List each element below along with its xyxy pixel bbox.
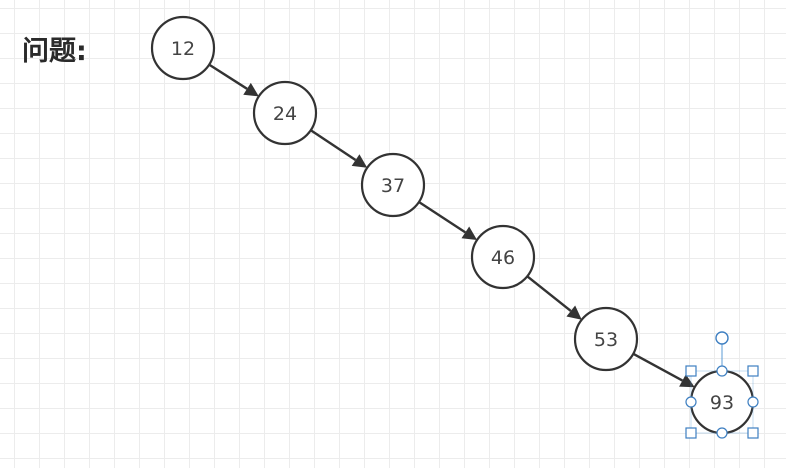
edge-line xyxy=(208,63,248,90)
node-12[interactable]: 12 xyxy=(150,15,216,81)
selection-handles[interactable] xyxy=(685,331,759,439)
resize-handle-corner[interactable] xyxy=(747,365,759,377)
page-title: 问题: xyxy=(22,36,87,67)
node-93[interactable]: 93 xyxy=(689,369,755,435)
node-circle xyxy=(252,80,318,146)
node-24[interactable]: 24 xyxy=(252,80,318,146)
edge-12-24[interactable] xyxy=(208,63,259,97)
edge-24-37[interactable] xyxy=(310,129,368,168)
node-53[interactable]: 53 xyxy=(573,306,639,372)
edge-line xyxy=(526,275,572,312)
arrow-head-icon xyxy=(566,305,582,320)
node-label: 24 xyxy=(273,103,297,125)
arrow-head-icon xyxy=(351,154,368,168)
edge-line xyxy=(418,200,467,234)
node-label: 46 xyxy=(491,247,515,269)
arrow-head-icon xyxy=(243,82,259,97)
resize-handle-corner[interactable] xyxy=(685,427,697,439)
edge-53-93[interactable] xyxy=(632,352,695,388)
arrow-head-icon xyxy=(679,374,695,388)
connection-point-handle[interactable] xyxy=(716,427,728,439)
edge-37-46[interactable] xyxy=(418,200,478,241)
connection-point-handle[interactable] xyxy=(716,365,728,377)
node-label: 37 xyxy=(381,175,405,197)
node-circle xyxy=(573,306,639,372)
node-label: 53 xyxy=(594,329,618,351)
edge-line xyxy=(310,129,357,162)
edge-46-53[interactable] xyxy=(526,275,582,320)
resize-handle-corner[interactable] xyxy=(685,365,697,377)
node-label: 93 xyxy=(710,392,734,414)
node-circle xyxy=(470,224,536,290)
node-circle xyxy=(360,152,426,218)
edge-line xyxy=(632,352,684,382)
node-46[interactable]: 46 xyxy=(470,224,536,290)
node-circle xyxy=(150,15,216,81)
connection-point-handle[interactable] xyxy=(747,396,759,408)
rotate-handle-icon[interactable] xyxy=(715,331,729,345)
connection-point-handle[interactable] xyxy=(685,396,697,408)
arrow-head-icon xyxy=(461,226,478,241)
node-37[interactable]: 37 xyxy=(360,152,426,218)
resize-handle-corner[interactable] xyxy=(747,427,759,439)
node-label: 12 xyxy=(171,38,195,60)
